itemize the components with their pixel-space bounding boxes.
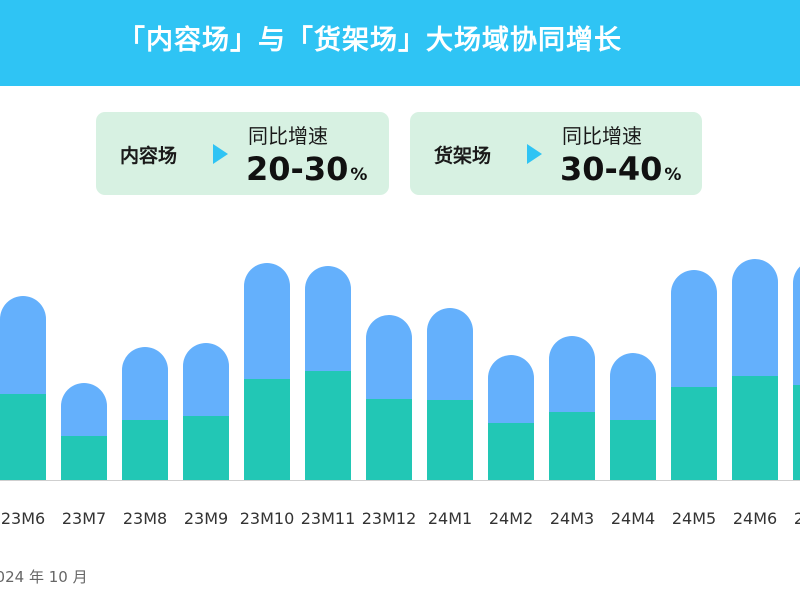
bar-shelf-23M8 bbox=[122, 347, 168, 421]
x-tick-label: 24M2 bbox=[489, 509, 533, 528]
triangle-arrow-icon bbox=[527, 144, 542, 164]
bar-content-23M11 bbox=[305, 371, 351, 480]
bar-shelf-24M2 bbox=[488, 355, 534, 424]
bar-content-23M9 bbox=[183, 416, 229, 480]
bar-content-23M12 bbox=[366, 399, 412, 480]
triangle-arrow-icon bbox=[213, 144, 228, 164]
x-tick-label: 23M10 bbox=[240, 509, 295, 528]
shelf-field-growth-value: 30-40% bbox=[560, 150, 681, 188]
bar-content-24M7 bbox=[793, 385, 800, 480]
x-tick-label: 23M9 bbox=[184, 509, 228, 528]
bar-shelf-24M6 bbox=[732, 259, 778, 377]
bar-content-24M3 bbox=[549, 412, 595, 480]
bar-content-23M6 bbox=[0, 394, 46, 480]
x-tick-label: 24M7 bbox=[794, 509, 800, 528]
chart-title: 「内容场」与「货架场」大场域协同增长 bbox=[118, 25, 622, 56]
shelf-field-label: 货架场 bbox=[434, 145, 492, 167]
x-tick-label: 24M6 bbox=[733, 509, 777, 528]
shelf-field-growth-label: 同比增速 bbox=[562, 124, 642, 148]
bar-content-24M4 bbox=[610, 420, 656, 480]
bar-content-24M6 bbox=[732, 376, 778, 480]
shelf-field-growth-unit: % bbox=[664, 165, 682, 185]
content-field-growth-value: 20-30% bbox=[246, 150, 367, 188]
x-tick-label: 24M4 bbox=[611, 509, 655, 528]
x-tick-label: 24M1 bbox=[428, 509, 472, 528]
x-tick-label: 23M7 bbox=[62, 509, 106, 528]
content-field-label: 内容场 bbox=[120, 145, 178, 167]
bar-content-23M10 bbox=[244, 379, 290, 480]
x-tick-label: 23M6 bbox=[1, 509, 45, 528]
x-tick-label: 23M11 bbox=[301, 509, 356, 528]
shelf-field-card: 货架场 同比增速 30-40% bbox=[410, 112, 702, 195]
bar-shelf-24M4 bbox=[610, 353, 656, 421]
x-tick-label: 24M5 bbox=[672, 509, 716, 528]
bar-shelf-24M5 bbox=[671, 270, 717, 388]
bar-shelf-23M9 bbox=[183, 343, 229, 417]
content-field-growth-unit: % bbox=[350, 165, 368, 185]
bar-content-23M7 bbox=[61, 436, 107, 480]
content-field-card: 内容场 同比增速 20-30% bbox=[96, 112, 389, 195]
bar-content-24M1 bbox=[427, 400, 473, 480]
bar-shelf-23M7 bbox=[61, 383, 107, 437]
title-banner: 「内容场」与「货架场」大场域协同增长 bbox=[0, 0, 800, 86]
content-field-growth-label: 同比增速 bbox=[248, 124, 328, 148]
bar-shelf-24M7 bbox=[793, 266, 800, 386]
bar-shelf-23M10 bbox=[244, 263, 290, 380]
bar-content-24M2 bbox=[488, 423, 534, 480]
bar-shelf-23M6 bbox=[0, 296, 46, 395]
bar-shelf-23M11 bbox=[305, 266, 351, 372]
x-tick-label: 24M3 bbox=[550, 509, 594, 528]
bar-content-24M5 bbox=[671, 387, 717, 480]
content-field-growth-number: 20-30 bbox=[246, 150, 349, 188]
shelf-field-growth-number: 30-40 bbox=[560, 150, 663, 188]
bar-shelf-23M12 bbox=[366, 315, 412, 400]
x-tick-label: 23M12 bbox=[362, 509, 417, 528]
x-tick-label: 23M8 bbox=[123, 509, 167, 528]
bar-shelf-24M1 bbox=[427, 308, 473, 401]
bar-content-23M8 bbox=[122, 420, 168, 480]
bar-shelf-24M3 bbox=[549, 336, 595, 413]
